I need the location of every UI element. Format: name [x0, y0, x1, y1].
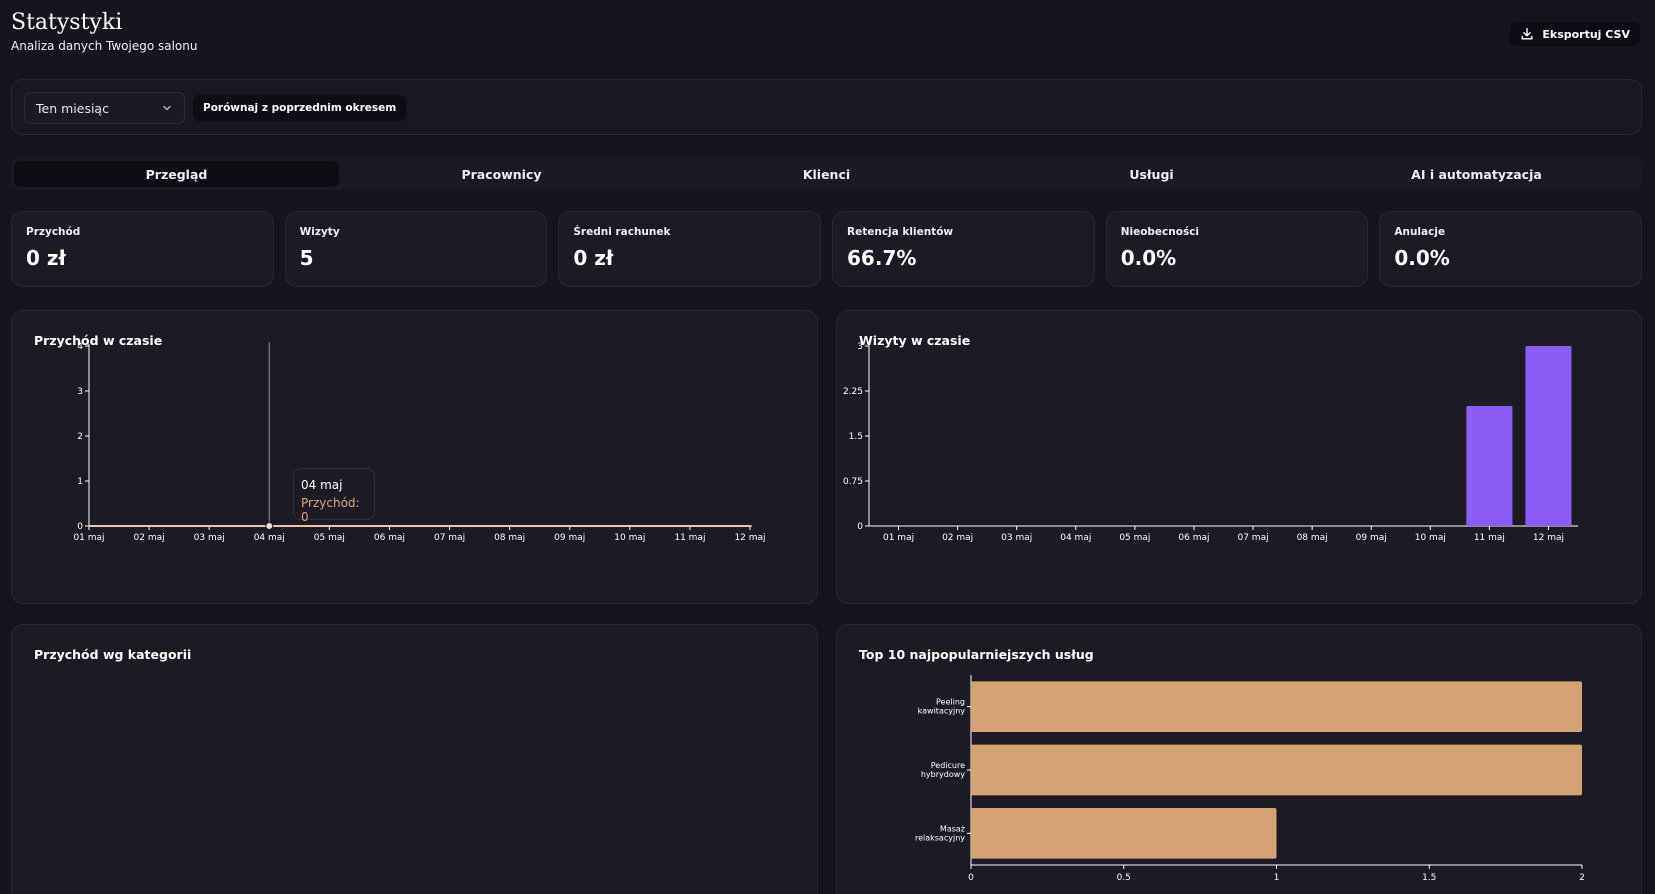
x-tick-label: 11 maj — [674, 533, 705, 543]
visits-bar — [1466, 406, 1513, 526]
x-tick-label: 09 maj — [554, 533, 585, 543]
x-tick-label: 2 — [1579, 873, 1585, 883]
x-tick-label: 05 maj — [1119, 533, 1150, 543]
revenue-by-category-panel: Przychód wg kategorii — [11, 624, 818, 894]
compare-period-button[interactable]: Porównaj z poprzednim okresem — [193, 95, 407, 121]
panel-title: Wizyty w czasie — [859, 333, 971, 348]
x-tick-label: 07 maj — [1237, 533, 1268, 543]
tooltip-value: Przychód: 0 — [301, 496, 360, 524]
y-tick-label: Masaż relaksacyjny — [915, 824, 965, 842]
page-subtitle: Analiza danych Twojego salonu — [11, 39, 198, 53]
x-tick-label: 0 — [968, 873, 974, 883]
x-tick-label: 12 maj — [734, 533, 765, 543]
service-bar — [971, 744, 1582, 796]
filter-bar: Ten miesiąc Porównaj z poprzednim okrese… — [11, 79, 1642, 135]
kpi-label: Przychód — [26, 226, 81, 238]
revenue-over-time-panel: Przychód w czasie 0 1 2 3 4 01 maj 02 maj 03 ma… — [11, 310, 818, 604]
panel-title: Przychód w czasie — [34, 333, 163, 348]
tab-bar: Przegląd Pracownicy Klienci Usługi AI i … — [11, 158, 1642, 190]
visits-bar-chart[interactable]: 0 0.75 1.5 2.25 3 01 maj 02 maj 03 maj 04 maj 05 … — [837, 311, 1643, 605]
visits-over-time-panel: Wizyty w czasie 0 0.75 1.5 2.25 3 01 maj 02 ma… — [836, 310, 1642, 604]
kpi-card-average-bill: Średni rachunek 0 zł — [558, 211, 822, 287]
y-tick-label: Peeling kawitacyjny — [918, 698, 966, 716]
period-select[interactable]: Ten miesiąc — [24, 92, 185, 124]
tab-employees[interactable]: Pracownicy — [461, 166, 542, 182]
tab-services[interactable]: Usługi — [1129, 166, 1174, 182]
tooltip-date: 04 maj — [301, 478, 343, 492]
service-bar — [971, 681, 1582, 732]
x-tick-label: 05 maj — [314, 533, 345, 543]
y-tick-label: 2 — [77, 432, 83, 442]
x-tick-label: 04 maj — [1060, 533, 1091, 543]
period-select-value: Ten miesiąc — [36, 100, 109, 116]
revenue-line-chart[interactable]: 0 1 2 3 4 01 maj 02 maj 03 maj 04 maj 05 maj 06 ma… — [12, 311, 819, 605]
y-tick-label: Pedicure hybrydowy — [921, 761, 965, 779]
x-tick-label: 1 — [1274, 873, 1280, 883]
y-tick-label: 4 — [77, 342, 83, 352]
kpi-label: Nieobecności — [1120, 226, 1200, 238]
kpi-value: 5 — [299, 246, 314, 270]
x-tick-label: 01 maj — [883, 533, 914, 543]
y-tick-label: 3 — [77, 387, 83, 397]
kpi-label: Średni rachunek — [573, 226, 671, 238]
x-tick-label: 01 maj — [73, 533, 104, 543]
top-services-panel: Top 10 najpopularniejszych usług 0 0.5 1 1.… — [836, 624, 1642, 894]
export-csv-button[interactable]: Eksportuj CSV — [1510, 22, 1640, 46]
y-tick-label: 0.75 — [843, 477, 863, 487]
data-point — [265, 522, 274, 530]
y-tick-label: 2.25 — [843, 387, 863, 397]
tab-ai-automation[interactable]: AI i automatyzacja — [1411, 166, 1542, 182]
kpi-card-retention: Retencja klientów 66.7% — [832, 211, 1095, 287]
y-tick-label: 3 — [857, 342, 863, 352]
panel-title: Przychód wg kategorii — [34, 647, 192, 662]
x-tick-label: 11 maj — [1474, 533, 1505, 543]
y-tick-label: 0 — [77, 522, 83, 532]
panel-title: Top 10 najpopularniejszych usług — [859, 647, 1094, 662]
tab-clients[interactable]: Klienci — [802, 166, 851, 182]
kpi-label: Wizyty — [299, 226, 340, 238]
x-tick-label: 08 maj — [1297, 533, 1328, 543]
kpi-label: Retencja klientów — [847, 226, 954, 238]
chart-tooltip: 04 maj Przychód: 0 — [293, 468, 375, 524]
top-services-bar-chart[interactable]: 0 0.5 1 1.5 2 Peeling kawitacyjny Pedicure hybry… — [837, 625, 1643, 894]
x-tick-label: 0.5 — [1117, 873, 1131, 883]
x-tick-label: 1.5 — [1422, 873, 1436, 883]
x-tick-label: 10 maj — [1415, 533, 1446, 543]
x-tick-label: 06 maj — [374, 533, 405, 543]
x-tick-label: 03 maj — [194, 533, 225, 543]
kpi-label: Anulacje — [1394, 226, 1446, 238]
kpi-value: 0.0% — [1120, 246, 1177, 270]
x-tick-label: 04 maj — [254, 533, 285, 543]
export-csv-label: Eksportuj CSV — [1542, 27, 1630, 41]
kpi-value: 0 zł — [26, 246, 66, 270]
visits-bar — [1525, 346, 1572, 526]
x-tick-label: 02 maj — [942, 533, 973, 543]
y-tick-label: 1 — [77, 477, 83, 487]
service-bar — [971, 808, 1277, 859]
kpi-card-cancellations: Anulacje 0.0% — [1379, 211, 1643, 287]
kpi-value: 66.7% — [847, 246, 917, 270]
page-title: Statystyki — [11, 10, 123, 35]
x-tick-label: 07 maj — [434, 533, 465, 543]
x-tick-label: 08 maj — [494, 533, 525, 543]
kpi-row: Przychód 0 zł Wizyty 5 Średni rachunek 0… — [11, 211, 1643, 287]
tab-overview[interactable]: Przegląd — [14, 161, 339, 187]
y-tick-label: 1.5 — [849, 432, 863, 442]
x-tick-label: 02 maj — [134, 533, 165, 543]
x-tick-label: 06 maj — [1178, 533, 1209, 543]
kpi-card-visits: Wizyty 5 — [284, 211, 548, 287]
kpi-card-no-shows: Nieobecności 0.0% — [1105, 211, 1369, 287]
x-tick-label: 09 maj — [1356, 533, 1387, 543]
chevron-down-icon — [163, 105, 171, 111]
x-tick-label: 03 maj — [1001, 533, 1032, 543]
download-icon — [1521, 28, 1533, 40]
y-tick-label: 0 — [857, 522, 863, 532]
kpi-value: 0 zł — [573, 246, 614, 270]
kpi-value: 0.0% — [1394, 246, 1450, 270]
x-tick-label: 10 maj — [614, 533, 645, 543]
kpi-card-revenue: Przychód 0 zł — [11, 211, 274, 287]
x-tick-label: 12 maj — [1533, 533, 1564, 543]
